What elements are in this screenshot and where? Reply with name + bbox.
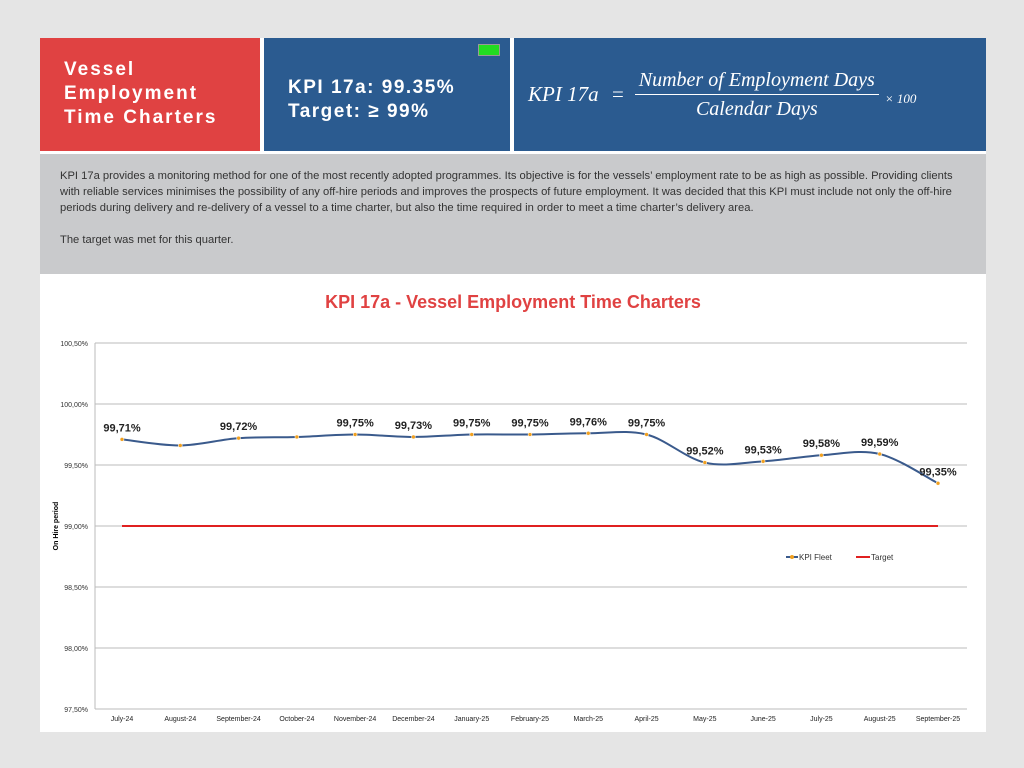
formula-fraction: Number of Employment Days Calendar Days (634, 68, 879, 121)
data-point (760, 459, 766, 464)
data-label: 99,52% (686, 446, 724, 458)
y-tick-label: 98,00% (64, 646, 88, 653)
fraction-bar (634, 94, 879, 95)
chart-title: KPI 17a - Vessel Employment Time Charter… (325, 292, 701, 312)
data-point (352, 432, 358, 437)
data-point (469, 432, 474, 437)
data-label: 99,75% (511, 418, 549, 430)
x-tick-label: September-24 (216, 716, 260, 723)
x-tick-label: July-24 (111, 716, 134, 723)
data-point (702, 460, 708, 465)
data-label: 99,75% (453, 418, 491, 430)
kpi-value: KPI 17a: 99.35% (288, 77, 456, 98)
conclusion-text: The target was met for this quarter. (60, 234, 234, 246)
data-label: 99,75% (628, 418, 666, 430)
data-point (586, 431, 591, 436)
kpi-value-panel: KPI 17a: 99.35% Target: ≥ 99% (264, 38, 510, 151)
title-line: Vessel (64, 59, 136, 80)
y-tick-label: 99,00% (64, 524, 88, 531)
y-tick-label: 100,00% (60, 402, 88, 409)
x-tick-label: January-25 (454, 716, 489, 723)
x-tick-label: June-25 (750, 716, 775, 723)
formula-panel: KPI 17a = Number of Employment Days Cale… (514, 38, 986, 151)
data-label: 99,59% (861, 437, 899, 449)
data-label: 99,71% (103, 422, 141, 434)
y-tick-label: 100,50% (60, 341, 88, 348)
data-point (236, 435, 241, 441)
data-label: 99,76% (570, 416, 608, 428)
x-tick-label: September-25 (916, 716, 960, 723)
kpi-title-panel: Vessel Employment Time Charters (40, 38, 260, 151)
x-tick-label: March-25 (573, 716, 603, 723)
data-label: 99,75% (336, 418, 374, 430)
x-tick-label: August-25 (864, 716, 896, 723)
y-tick-label: 99,50% (64, 463, 88, 470)
data-label: 99,35% (919, 466, 957, 478)
x-tick-label: February-25 (511, 716, 549, 723)
data-point (178, 443, 183, 448)
legend-kpi-marker (790, 555, 794, 559)
x-tick-label: October-24 (279, 716, 314, 723)
data-point (819, 452, 824, 458)
status-indicator-icon (478, 44, 500, 56)
data-point (294, 434, 300, 440)
data-point (877, 451, 882, 457)
y-axis-label: On Hire period (53, 502, 60, 551)
title-line: Time Charters (64, 107, 218, 128)
description: KPI 17a provides a monitoring method for… (40, 154, 986, 274)
x-tick-label: August-24 (164, 716, 196, 723)
formula-multiplier: × 100 (884, 90, 917, 106)
formula-denominator: Calendar Days (695, 98, 818, 120)
data-point (119, 437, 125, 442)
data-point (935, 481, 941, 486)
description-text: KPI 17a provides a monitoring method for… (60, 170, 953, 214)
data-label: 99,72% (220, 421, 258, 433)
x-tick-label: November-24 (334, 716, 377, 723)
x-tick-label: July-25 (810, 716, 833, 723)
data-label: 99,58% (803, 438, 841, 450)
data-point (411, 434, 416, 440)
formula-equals: = (610, 82, 625, 106)
legend-target-label: Target (871, 553, 894, 562)
y-tick-label: 97,50% (64, 707, 88, 714)
x-tick-label: April-25 (635, 716, 659, 723)
formula-lhs: KPI 17a (528, 82, 599, 106)
data-point (644, 432, 649, 437)
x-tick-label: December-24 (392, 716, 435, 723)
kpi-target: Target: ≥ 99% (288, 101, 430, 122)
formula-numerator: Number of Employment Days (638, 69, 875, 91)
kpi-card: Vessel Employment Time Charters KPI 17a:… (40, 38, 986, 732)
legend-kpi-label: KPI Fleet (799, 553, 833, 562)
data-label: 99,53% (744, 444, 782, 456)
title-line: Employment (64, 83, 199, 104)
x-tick-label: May-25 (693, 716, 716, 723)
y-tick-label: 98,50% (64, 585, 88, 592)
data-point (527, 432, 533, 437)
data-label: 99,73% (395, 420, 433, 432)
